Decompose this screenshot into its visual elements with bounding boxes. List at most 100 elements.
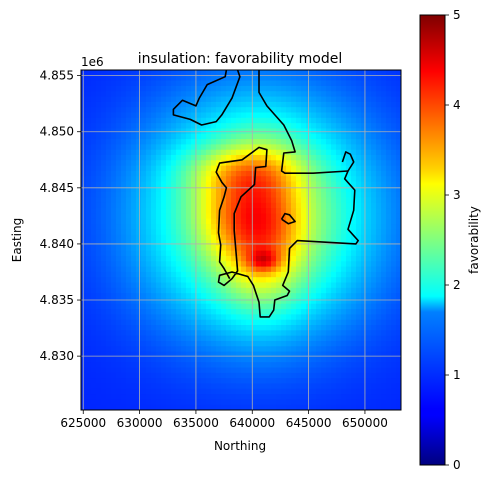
heatmap-cell (371, 394, 377, 400)
heatmap-cell (151, 372, 157, 379)
heatmap-cell (136, 245, 142, 252)
heatmap-cell (326, 197, 332, 204)
heatmap-cell (296, 330, 302, 337)
heatmap-cell (281, 383, 287, 390)
heatmap-cell (181, 277, 187, 284)
heatmap-cell (351, 367, 357, 374)
heatmap-cell (171, 314, 177, 321)
heatmap-cell (141, 245, 147, 252)
heatmap-cell (381, 372, 387, 379)
heatmap-cell (156, 351, 162, 358)
heatmap-cell (311, 123, 317, 130)
heatmap-cell (266, 202, 272, 209)
heatmap-cell (296, 261, 302, 268)
heatmap-cell (386, 234, 392, 241)
heatmap-cell (376, 117, 382, 124)
heatmap-cell (136, 335, 142, 342)
heatmap-cell (251, 394, 257, 400)
heatmap-cell (341, 70, 347, 76)
heatmap-cell (371, 229, 377, 236)
heatmap-cell (281, 287, 287, 294)
heatmap-cell (86, 255, 92, 262)
heatmap-cell (371, 91, 377, 98)
heatmap-cell (296, 192, 302, 199)
heatmap-cell (126, 229, 132, 236)
heatmap-cell (276, 91, 282, 98)
heatmap-cell (316, 80, 322, 87)
heatmap-cell (231, 261, 237, 268)
heatmap-cell (206, 155, 212, 161)
heatmap-cell (196, 362, 202, 369)
heatmap-cell (301, 149, 307, 156)
heatmap-cell (201, 351, 207, 358)
heatmap-cell (216, 293, 222, 300)
heatmap-cell (336, 186, 342, 193)
heatmap-cell (186, 388, 192, 395)
heatmap-cell (171, 80, 177, 87)
heatmap-cell (136, 362, 142, 369)
heatmap-cell (106, 117, 112, 124)
heatmap-cell (156, 149, 162, 156)
heatmap-cell (96, 271, 102, 278)
heatmap-cell (291, 340, 297, 347)
heatmap-cell (256, 309, 262, 315)
heatmap-cell (131, 101, 137, 108)
heatmap-cell (336, 309, 342, 315)
heatmap-cell (356, 75, 362, 82)
heatmap-cell (331, 356, 337, 363)
heatmap-cell (336, 176, 342, 183)
heatmap-cell (116, 383, 122, 390)
heatmap-cell (151, 271, 157, 278)
heatmap-cell (366, 351, 372, 358)
heatmap-cell (341, 372, 347, 379)
heatmap-cell (146, 314, 152, 321)
heatmap-cell (121, 404, 127, 410)
heatmap-cell (366, 208, 372, 215)
heatmap-cell (366, 277, 372, 284)
heatmap-cell (206, 298, 212, 305)
heatmap-cell (206, 133, 212, 140)
heatmap-cell (346, 176, 352, 183)
heatmap-cell (201, 107, 207, 114)
heatmap-cell (241, 314, 247, 321)
heatmap-cell (226, 388, 232, 395)
heatmap-cell (396, 197, 401, 204)
heatmap-cell (81, 277, 87, 284)
heatmap-cell (261, 404, 267, 410)
heatmap-cell (361, 330, 367, 337)
heatmap-cell (146, 229, 152, 236)
heatmap-cell (286, 340, 292, 347)
heatmap-cell (241, 356, 247, 363)
heatmap-cell (171, 356, 177, 363)
heatmap-cell (126, 213, 132, 220)
heatmap-cell (346, 234, 352, 241)
heatmap-cell (86, 133, 92, 140)
heatmap-cell (351, 245, 357, 252)
heatmap-cell (96, 319, 102, 326)
heatmap-cell (86, 271, 92, 278)
heatmap-cell (261, 319, 267, 326)
heatmap-cell (321, 282, 327, 289)
heatmap-cell (136, 229, 142, 236)
heatmap-cell (256, 213, 262, 220)
heatmap-cell (116, 346, 122, 353)
heatmap-cell (371, 186, 377, 193)
heatmap-cell (256, 186, 262, 193)
heatmap-cell (211, 266, 217, 273)
heatmap-cell (151, 266, 157, 273)
heatmap-cell (321, 340, 327, 347)
heatmap-cell (91, 139, 97, 145)
heatmap-cell (241, 202, 247, 209)
heatmap-cell (101, 330, 107, 337)
heatmap-cell (336, 165, 342, 172)
heatmap-cell (261, 346, 267, 353)
heatmap-cell (256, 282, 262, 289)
heatmap-cell (101, 107, 107, 114)
heatmap-cell (236, 112, 242, 119)
heatmap-cell (191, 213, 197, 220)
heatmap-cell (316, 181, 322, 188)
heatmap-cell (326, 139, 332, 145)
heatmap-cell (311, 112, 317, 119)
heatmap-cell (396, 149, 401, 156)
heatmap-cell (381, 139, 387, 145)
